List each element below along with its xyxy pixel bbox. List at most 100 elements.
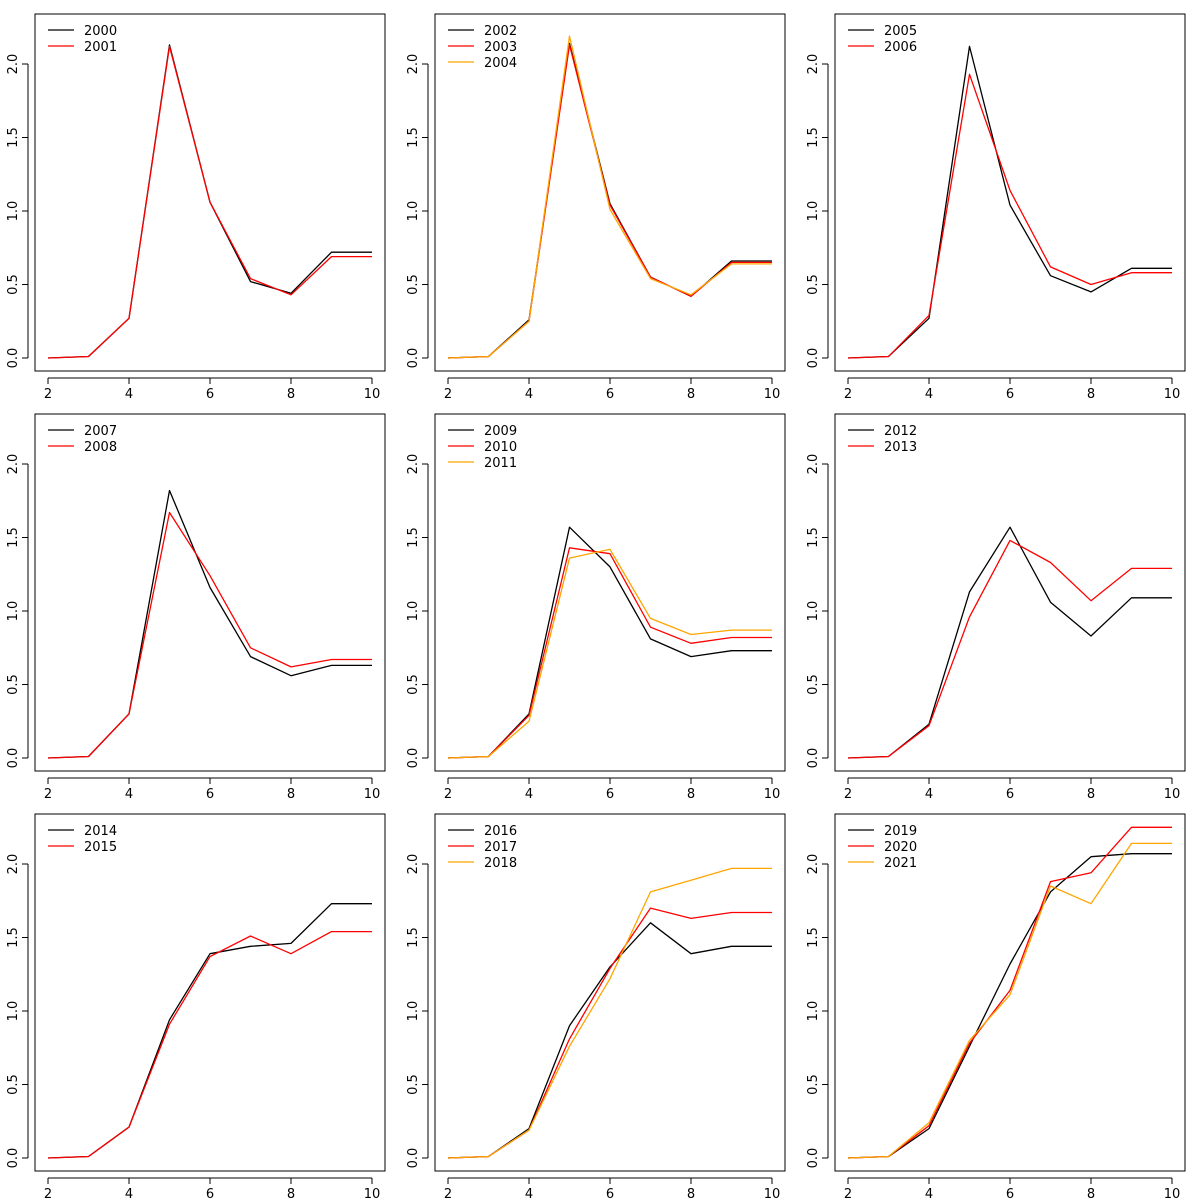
y-tick-label: 0.0 [6, 348, 21, 369]
plot-frame [834, 813, 1186, 1172]
x-tick-label: 2 [844, 1187, 852, 1200]
series-line-2002 [447, 42, 772, 359]
y-tick-label: 2.0 [806, 854, 821, 875]
x-tick-label: 4 [525, 787, 533, 802]
series-line-2006 [847, 73, 1172, 359]
x-tick-label: 4 [125, 787, 133, 802]
y-tick-label: 1.5 [806, 127, 821, 148]
y-tick-label: 2.0 [806, 54, 821, 75]
legend-label: 2012 [884, 424, 917, 439]
x-tick-label: 10 [1164, 1187, 1181, 1200]
y-tick-label: 1.0 [6, 201, 21, 222]
x-tick-label: 2 [444, 387, 452, 402]
y-tick-label: 1.5 [6, 527, 21, 548]
series-line-2012 [847, 526, 1172, 759]
y-tick-label: 1.5 [806, 927, 821, 948]
legend-label: 2009 [484, 424, 517, 439]
y-tick-label: 1.0 [6, 1001, 21, 1022]
x-tick-label: 10 [364, 1187, 381, 1200]
x-tick-label: 10 [764, 387, 781, 402]
y-tick-label: 1.5 [406, 927, 421, 948]
legend-label: 2020 [884, 840, 917, 855]
x-tick-label: 10 [364, 387, 381, 402]
legend-label: 2015 [84, 840, 117, 855]
series-line-2005 [847, 45, 1172, 359]
x-tick-label: 2 [844, 787, 852, 802]
series-line-2016 [447, 922, 772, 1159]
y-tick-label: 2.0 [6, 454, 21, 475]
x-tick-label: 8 [287, 787, 295, 802]
x-tick-label: 2 [44, 1187, 52, 1200]
series-line-2014 [47, 903, 372, 1159]
y-tick-label: 0.0 [6, 1148, 21, 1169]
x-tick-label: 4 [925, 1187, 933, 1200]
legend-label: 2002 [484, 24, 517, 39]
y-tick-label: 0.5 [6, 274, 21, 295]
x-tick-label: 10 [764, 787, 781, 802]
y-tick-label: 1.5 [406, 127, 421, 148]
x-tick-label: 6 [1006, 787, 1014, 802]
series-line-2015 [47, 930, 372, 1159]
y-tick-label: 0.0 [6, 748, 21, 769]
y-tick-label: 2.0 [406, 454, 421, 475]
y-tick-label: 1.0 [406, 601, 421, 622]
x-tick-label: 8 [687, 387, 695, 402]
y-tick-label: 1.0 [406, 1001, 421, 1022]
y-tick-label: 0.5 [406, 1074, 421, 1095]
legend-label: 2000 [84, 24, 117, 39]
plot-frame [834, 413, 1186, 772]
y-tick-label: 2.0 [6, 54, 21, 75]
y-tick-label: 1.5 [6, 927, 21, 948]
y-tick-label: 0.5 [806, 674, 821, 695]
x-tick-label: 8 [287, 387, 295, 402]
y-tick-label: 1.5 [806, 527, 821, 548]
legend-label: 2008 [84, 440, 117, 455]
x-tick-label: 8 [687, 787, 695, 802]
x-tick-label: 4 [925, 387, 933, 402]
x-tick-label: 2 [444, 1187, 452, 1200]
y-tick-label: 1.0 [406, 201, 421, 222]
y-tick-label: 1.0 [806, 201, 821, 222]
y-tick-label: 1.0 [806, 1001, 821, 1022]
x-tick-label: 6 [1006, 1187, 1014, 1200]
y-tick-label: 0.5 [6, 674, 21, 695]
legend-label: 2014 [84, 824, 117, 839]
y-tick-label: 1.5 [6, 127, 21, 148]
y-tick-label: 2.0 [406, 54, 421, 75]
x-tick-label: 4 [525, 387, 533, 402]
y-tick-label: 1.0 [6, 601, 21, 622]
x-tick-label: 10 [764, 1187, 781, 1200]
plot-frame [434, 413, 786, 772]
x-tick-label: 6 [1006, 387, 1014, 402]
legend-label: 2004 [484, 56, 517, 71]
series-line-2019 [847, 853, 1172, 1159]
series-line-2017 [447, 907, 772, 1159]
x-tick-label: 10 [364, 787, 381, 802]
x-tick-label: 10 [1164, 787, 1181, 802]
plot-frame [34, 813, 386, 1172]
y-tick-label: 0.5 [806, 1074, 821, 1095]
x-tick-label: 6 [606, 387, 614, 402]
x-tick-label: 6 [606, 1187, 614, 1200]
y-tick-label: 0.5 [806, 274, 821, 295]
y-tick-label: 1.0 [806, 601, 821, 622]
x-tick-label: 8 [687, 1187, 695, 1200]
series-line-2011 [447, 548, 772, 759]
legend-label: 2016 [484, 824, 517, 839]
series-line-2021 [847, 842, 1172, 1159]
legend-label: 2011 [484, 456, 517, 471]
y-tick-label: 0.0 [406, 1148, 421, 1169]
plot-frame [34, 413, 386, 772]
x-tick-label: 8 [1087, 387, 1095, 402]
legend-label: 2006 [884, 40, 917, 55]
x-tick-label: 10 [1164, 387, 1181, 402]
x-tick-label: 4 [125, 1187, 133, 1200]
x-tick-label: 6 [206, 1187, 214, 1200]
y-tick-label: 2.0 [6, 854, 21, 875]
x-tick-label: 2 [844, 387, 852, 402]
legend-label: 2007 [84, 424, 117, 439]
series-line-2020 [847, 826, 1172, 1159]
